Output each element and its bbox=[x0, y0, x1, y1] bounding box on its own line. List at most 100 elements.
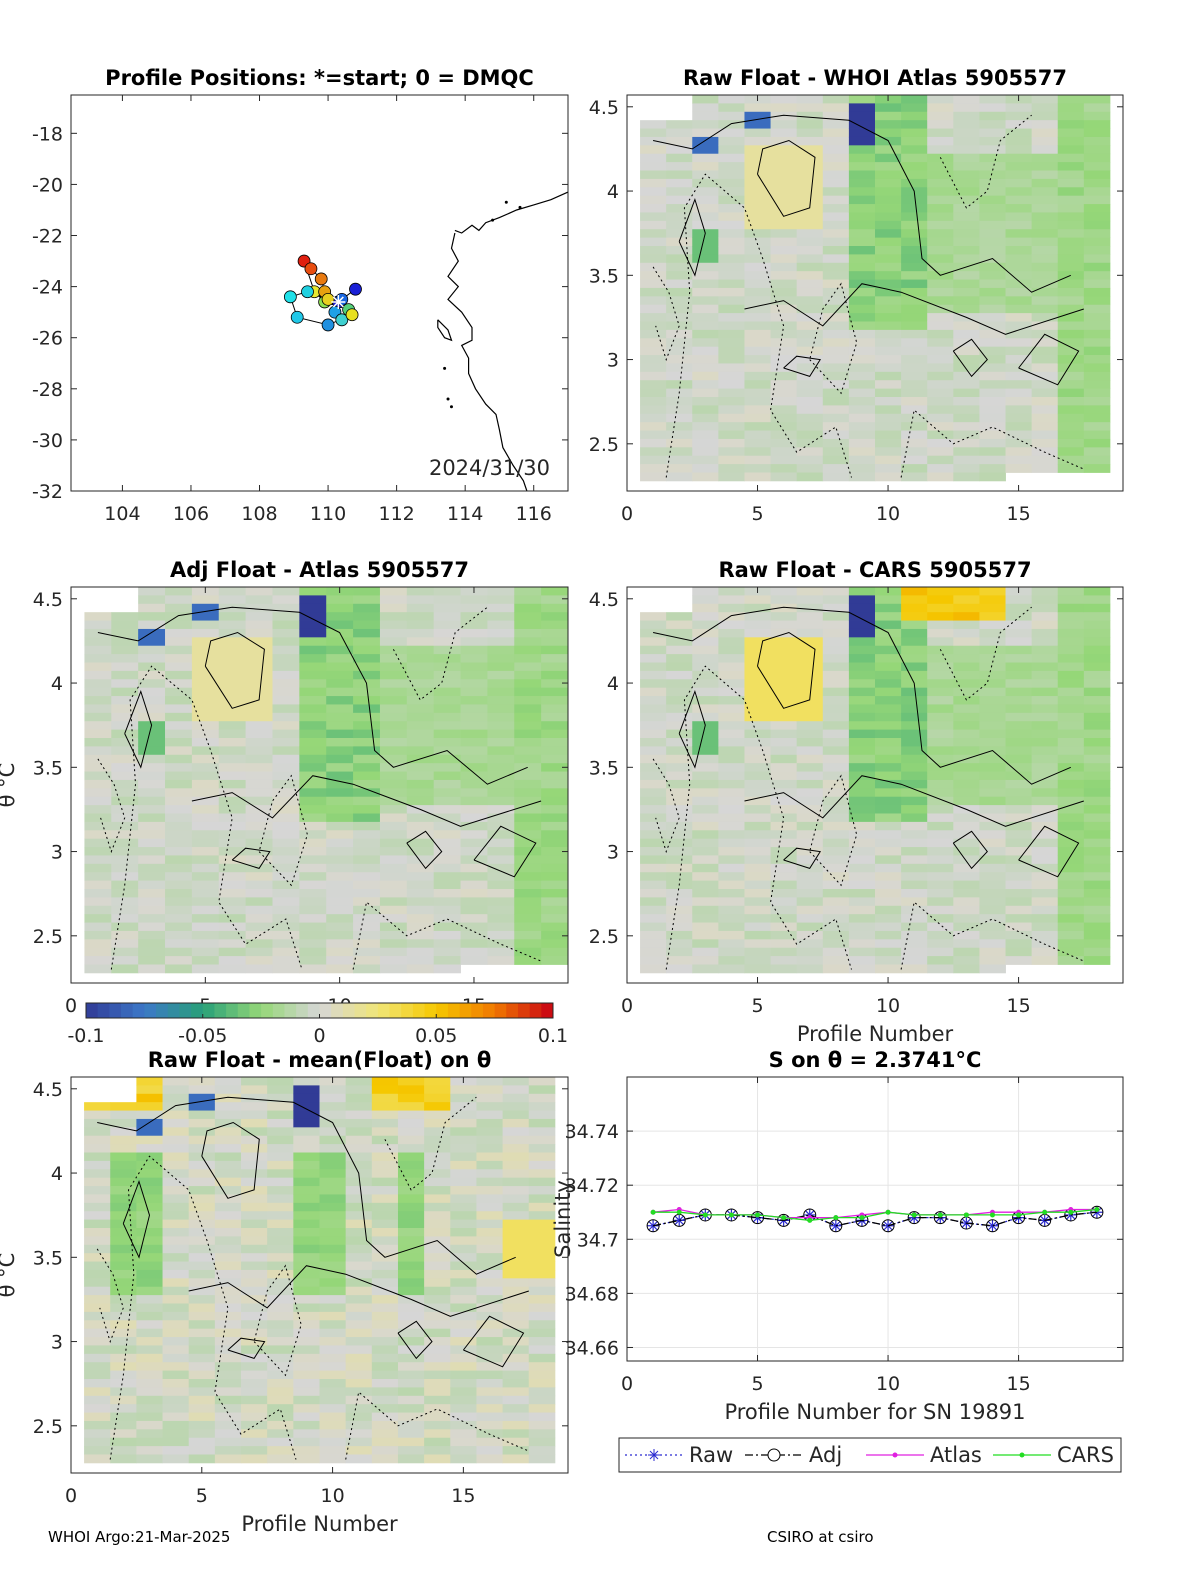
heatmap-cell bbox=[111, 847, 139, 856]
heatmap-cell bbox=[353, 628, 381, 638]
heatmap-cell bbox=[165, 956, 193, 965]
heatmap-cell bbox=[901, 729, 928, 739]
heatmap-cell bbox=[1083, 254, 1111, 264]
heatmap-cell bbox=[293, 1303, 320, 1313]
heatmap-cell bbox=[1005, 413, 1033, 423]
heatmap-cell bbox=[927, 397, 954, 406]
legend-marker bbox=[892, 1452, 898, 1458]
heatmap-cell bbox=[379, 889, 408, 898]
heatmap-cell bbox=[371, 1420, 399, 1430]
heatmap-cell bbox=[953, 178, 980, 188]
heatmap-cell bbox=[1057, 438, 1085, 448]
heatmap-cell bbox=[875, 128, 902, 138]
heatmap-cell bbox=[848, 763, 876, 772]
heatmap-cell bbox=[1057, 162, 1085, 171]
heatmap-cell bbox=[953, 430, 980, 440]
heatmap-cell bbox=[84, 1194, 111, 1204]
heatmap-cell bbox=[1031, 170, 1059, 180]
heatmap-cell bbox=[1057, 304, 1085, 314]
heatmap-cell bbox=[136, 1127, 163, 1137]
heatmap-cell bbox=[901, 687, 928, 697]
heatmap-cell bbox=[293, 1177, 320, 1187]
heatmap-cell bbox=[514, 838, 542, 848]
heatmap-cell bbox=[1083, 914, 1111, 923]
heatmap-cell bbox=[84, 1118, 111, 1128]
heatmap-cell bbox=[162, 1160, 190, 1170]
heatmap-cell bbox=[901, 279, 928, 289]
heatmap-cell bbox=[979, 838, 1006, 848]
heatmap-cell bbox=[191, 872, 220, 882]
heatmap-cell bbox=[796, 628, 824, 638]
heatmap-cell bbox=[1005, 287, 1033, 297]
heatmap-cell bbox=[953, 162, 980, 171]
heatmap-cell bbox=[1005, 313, 1033, 322]
heatmap-cell bbox=[744, 645, 771, 655]
colorbar-segment bbox=[296, 1003, 309, 1018]
heatmap-cell bbox=[718, 670, 745, 680]
heatmap-cell bbox=[901, 397, 928, 406]
heatmap-cell bbox=[138, 947, 166, 957]
heatmap-cell bbox=[514, 746, 542, 756]
heatmap-cell bbox=[110, 1211, 137, 1221]
heatmap-cell bbox=[770, 939, 798, 949]
heatmap-cell bbox=[218, 947, 247, 957]
axes-frame bbox=[626, 586, 1124, 984]
heatmap-cell bbox=[822, 287, 850, 297]
heatmap-cell bbox=[744, 472, 771, 482]
heatmap-cell bbox=[1057, 662, 1085, 672]
heatmap-cell bbox=[371, 1160, 399, 1170]
heatmap-cell bbox=[487, 922, 515, 932]
heatmap-cell bbox=[353, 880, 381, 890]
heatmap-cell bbox=[188, 1102, 216, 1111]
heatmap-cell bbox=[514, 704, 542, 714]
heatmap-cell bbox=[293, 1236, 320, 1246]
heatmap-cell bbox=[293, 1446, 320, 1455]
heatmap-cell bbox=[718, 939, 745, 949]
heatmap-cell bbox=[476, 1144, 504, 1153]
heatmap-cell bbox=[979, 897, 1006, 907]
y-tick-label: 4 bbox=[607, 673, 619, 695]
heatmap-cell bbox=[822, 178, 850, 188]
contour-line bbox=[744, 775, 1084, 827]
heatmap-cell bbox=[245, 771, 273, 781]
heatmap-cell bbox=[979, 246, 1006, 255]
heatmap-cell bbox=[214, 1160, 242, 1170]
heatmap-cell bbox=[245, 587, 273, 596]
heatmap-cell bbox=[1057, 696, 1085, 705]
heatmap-cell bbox=[901, 237, 928, 247]
heatmap-cell bbox=[927, 746, 954, 756]
heatmap-cell bbox=[1031, 746, 1059, 756]
heatmap-cell bbox=[191, 914, 220, 923]
heatmap-cell bbox=[433, 905, 461, 915]
heatmap-cell bbox=[138, 754, 166, 764]
heatmap-cell bbox=[450, 1219, 477, 1229]
heatmap-cell bbox=[353, 754, 381, 764]
heatmap-cell bbox=[927, 287, 954, 297]
heatmap-cell bbox=[345, 1118, 373, 1128]
heatmap-cell bbox=[744, 603, 771, 613]
heatmap-cell bbox=[241, 1244, 268, 1254]
heatmap-cell bbox=[692, 872, 719, 882]
heatmap-cell bbox=[218, 696, 247, 705]
heatmap-cell bbox=[640, 271, 667, 280]
heatmap-cell bbox=[84, 696, 112, 705]
heatmap-cell bbox=[875, 430, 902, 440]
heatmap-cell bbox=[371, 1404, 399, 1413]
heatmap-cell bbox=[1031, 637, 1059, 647]
heatmap-cell bbox=[84, 1295, 111, 1304]
heatmap-cell bbox=[666, 645, 693, 655]
heatmap-cell bbox=[241, 1118, 268, 1128]
heatmap-cell bbox=[136, 1077, 163, 1086]
heatmap-cell bbox=[138, 771, 166, 781]
heatmap-cell bbox=[848, 296, 876, 306]
heatmap-cell bbox=[450, 1412, 477, 1422]
heatmap-cell bbox=[165, 712, 193, 722]
heatmap-cell bbox=[487, 880, 515, 890]
heatmap-cell bbox=[450, 1337, 477, 1346]
heatmap-cell bbox=[272, 754, 300, 764]
heatmap-cell bbox=[424, 1110, 451, 1120]
y-axis-label: θ °C bbox=[0, 1253, 19, 1298]
heatmap-cell bbox=[188, 1454, 216, 1464]
heatmap-cell bbox=[293, 1186, 320, 1195]
heatmap-cell bbox=[514, 620, 542, 630]
